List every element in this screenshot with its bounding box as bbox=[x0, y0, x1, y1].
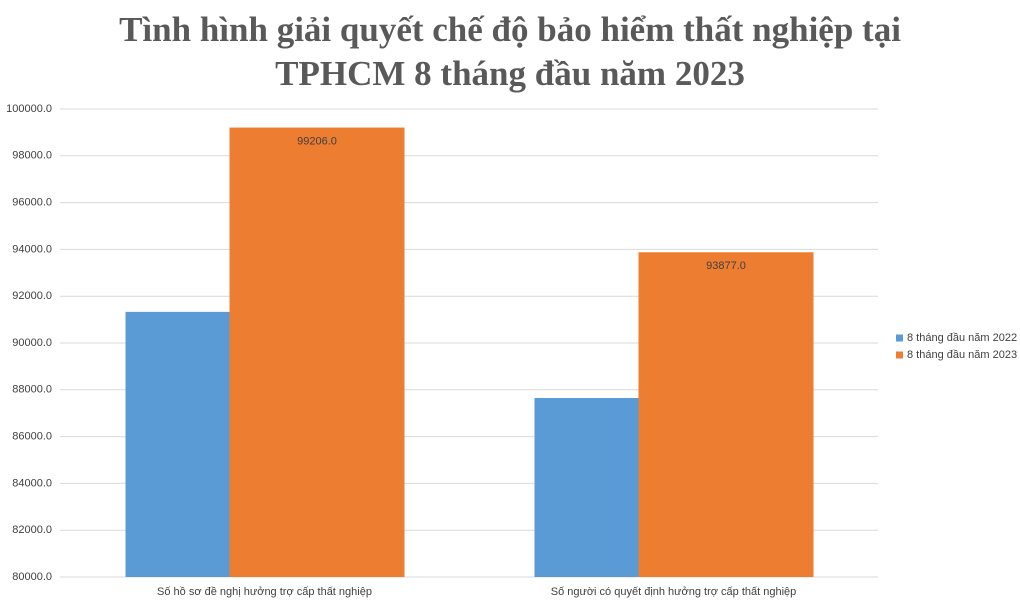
y-tick-label: 98000.0 bbox=[12, 150, 52, 162]
value-label: 99206.0 bbox=[297, 135, 337, 147]
y-tick-label: 80000.0 bbox=[12, 571, 52, 583]
y-tick-label: 96000.0 bbox=[12, 197, 52, 209]
bar bbox=[229, 127, 405, 578]
y-tick-label: 100000.0 bbox=[6, 103, 52, 115]
bar bbox=[534, 397, 639, 577]
y-tick-label: 86000.0 bbox=[12, 431, 52, 443]
y-tick-label: 90000.0 bbox=[12, 337, 52, 349]
bar bbox=[638, 252, 814, 577]
y-tick-label: 88000.0 bbox=[12, 384, 52, 396]
chart-title: Tình hình giải quyết chế độ bảo hiểm thấ… bbox=[119, 10, 901, 93]
bar bbox=[125, 311, 230, 577]
legend-label: 8 tháng đầu năm 2023 bbox=[907, 349, 1017, 361]
y-tick-label: 82000.0 bbox=[12, 524, 52, 536]
value-label: 93877.0 bbox=[706, 260, 746, 272]
x-tick-label: Số hồ sơ đề nghị hưởng trợ cấp thất nghi… bbox=[157, 586, 372, 598]
legend-swatch bbox=[896, 351, 903, 359]
x-tick-label: Số người có quyết định hưởng trợ cấp thấ… bbox=[551, 586, 797, 598]
y-tick-label: 84000.0 bbox=[12, 477, 52, 489]
legend-label: 8 tháng đầu năm 2022 bbox=[907, 332, 1017, 344]
y-tick-label: 92000.0 bbox=[12, 290, 52, 302]
legend-swatch bbox=[896, 334, 903, 342]
y-tick-label: 94000.0 bbox=[12, 243, 52, 255]
